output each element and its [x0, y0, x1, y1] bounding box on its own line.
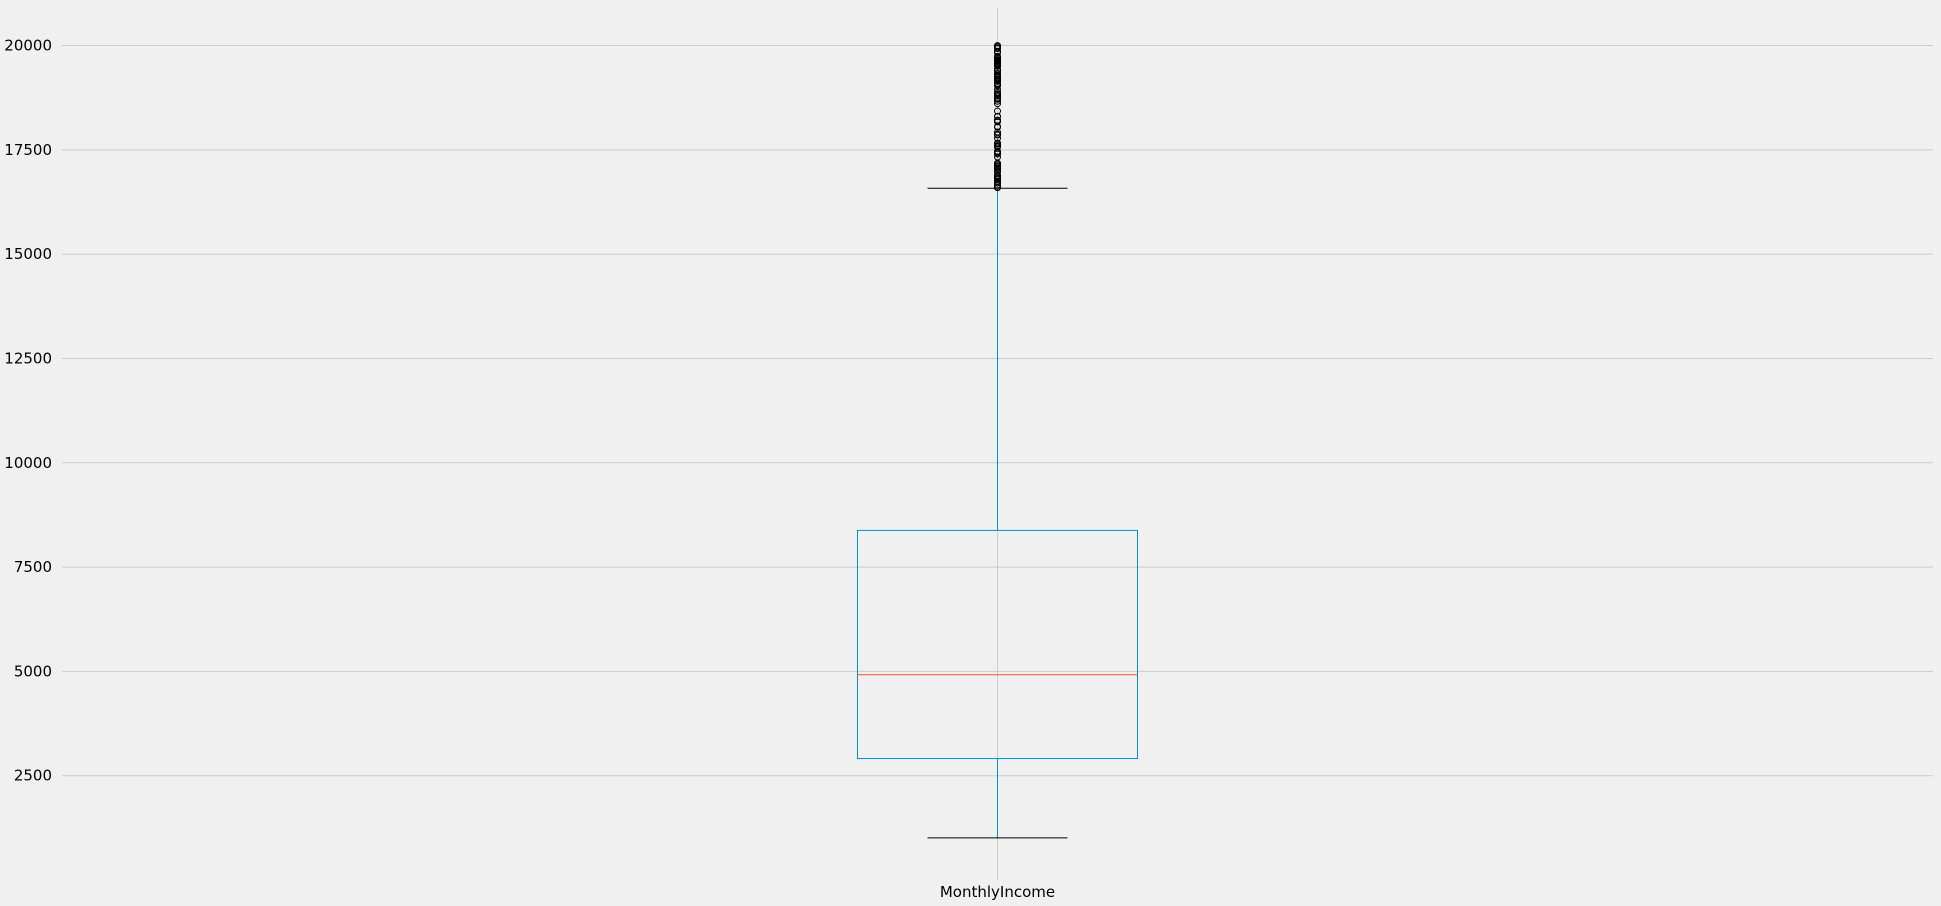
outlier-point: [994, 97, 1001, 105]
outlier-point: [994, 42, 1001, 50]
outlier-point: [994, 52, 1001, 60]
x-axis-tick-labels: MonthlyIncome: [940, 883, 1055, 901]
outlier-point: [994, 116, 1001, 124]
outlier-point: [994, 130, 1001, 138]
outlier-point: [994, 107, 1001, 115]
y-tick-label: 15000: [4, 245, 52, 263]
y-tick-label: 5000: [14, 662, 52, 680]
y-tick-label: 17500: [4, 141, 52, 159]
y-tick-label: 10000: [4, 454, 52, 472]
y-tick-label: 2500: [14, 767, 52, 785]
outlier-point: [994, 139, 1001, 147]
boxes-layer: [857, 42, 1138, 839]
outlier-point: [994, 112, 1001, 120]
y-tick-label: 7500: [14, 558, 52, 576]
y-axis-tick-labels: 2500 5000 7500 10000 12500 15000 17500 20000: [4, 37, 52, 785]
y-tick-label: 12500: [4, 349, 52, 367]
y-tick-label: 20000: [4, 37, 52, 55]
outlier-point: [994, 172, 1001, 180]
x-tick-label: MonthlyIncome: [940, 883, 1055, 901]
box-group: [857, 42, 1138, 839]
outlier-point: [994, 69, 1001, 77]
iqr-box: [857, 529, 1138, 760]
